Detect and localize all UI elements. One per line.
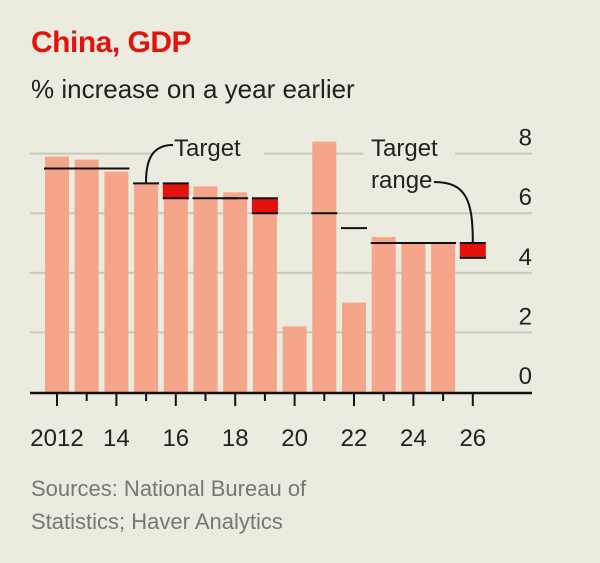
- y-tick-label: 8: [519, 125, 532, 152]
- bar-2020: [282, 326, 307, 392]
- bar-2023: [371, 237, 396, 392]
- source-note: Sources: National Bureau of Statistics; …: [31, 472, 306, 538]
- target-range-2016: [162, 183, 189, 199]
- y-tick-label: 2: [519, 303, 532, 330]
- bar-2021: [312, 141, 337, 392]
- bar-2019: [252, 213, 277, 392]
- x-tick-label: 26: [459, 425, 486, 452]
- annotation-target-label: Target: [174, 135, 241, 162]
- bar-2016: [163, 189, 188, 392]
- y-tick-label: 6: [519, 184, 532, 211]
- bar-2015: [134, 183, 159, 392]
- x-tick-label: 20: [281, 425, 308, 452]
- bar-2018: [223, 192, 248, 392]
- chart-title: China, GDP: [31, 26, 192, 59]
- bar-2025: [431, 243, 456, 392]
- bar-2022: [342, 302, 366, 392]
- target-range-2019: [251, 198, 278, 214]
- x-tick-label: 14: [103, 425, 130, 452]
- bar-2017: [193, 186, 218, 392]
- x-tick-label: 24: [400, 425, 427, 452]
- bar-2013: [74, 159, 99, 392]
- source-line-1: Sources: National Bureau of: [31, 476, 307, 501]
- x-tick-label: 22: [341, 425, 368, 452]
- x-tick-label: 2012: [30, 425, 83, 452]
- annotation-target-range-label-1: Target: [371, 135, 438, 162]
- y-tick-label: 0: [519, 363, 532, 390]
- annotation-target-leader: [145, 144, 174, 183]
- bar-2014: [104, 171, 129, 392]
- annotation-target-range-leader: [433, 181, 474, 243]
- chart-subtitle: % increase on a year earlier: [31, 74, 355, 104]
- label-background: [152, 130, 264, 164]
- y-tick-label: 4: [519, 244, 532, 271]
- label-background: [363, 130, 455, 164]
- annotation-target-range-label-2: range: [371, 167, 432, 194]
- target-range-2026: [459, 243, 486, 258]
- x-tick-label: 18: [222, 425, 249, 452]
- source-line-2: Statistics; Haver Analytics: [31, 509, 283, 534]
- bar-2012: [45, 156, 69, 392]
- bar-2024: [401, 243, 426, 392]
- x-tick-label: 16: [162, 425, 189, 452]
